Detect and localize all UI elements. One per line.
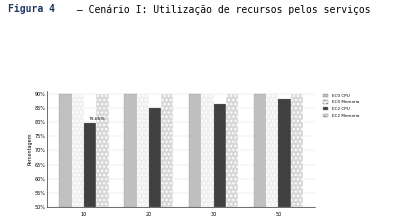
Bar: [266, 94, 279, 207]
Bar: [291, 94, 303, 207]
Bar: [97, 94, 109, 207]
Bar: [84, 123, 97, 207]
Bar: [189, 94, 201, 207]
Bar: [124, 94, 137, 207]
Bar: [201, 94, 214, 207]
Text: – Cenário I: Utilização de recursos pelos serviços: – Cenário I: Utilização de recursos pelo…: [71, 4, 370, 15]
Bar: [254, 94, 266, 207]
Bar: [72, 94, 84, 207]
Bar: [137, 94, 149, 207]
Legend: EC0 CPU, EC0 Memória, EC2 CPU, EC2 Memória: EC0 CPU, EC0 Memória, EC2 CPU, EC2 Memór…: [323, 93, 360, 119]
Y-axis label: Percentagem: Percentagem: [27, 133, 32, 165]
Bar: [149, 108, 161, 207]
Bar: [214, 103, 226, 207]
Bar: [59, 94, 72, 207]
Bar: [161, 94, 173, 207]
Bar: [226, 94, 238, 207]
Text: Figura 4: Figura 4: [8, 4, 55, 14]
Bar: [279, 99, 291, 207]
Text: 79,65%: 79,65%: [89, 117, 106, 121]
